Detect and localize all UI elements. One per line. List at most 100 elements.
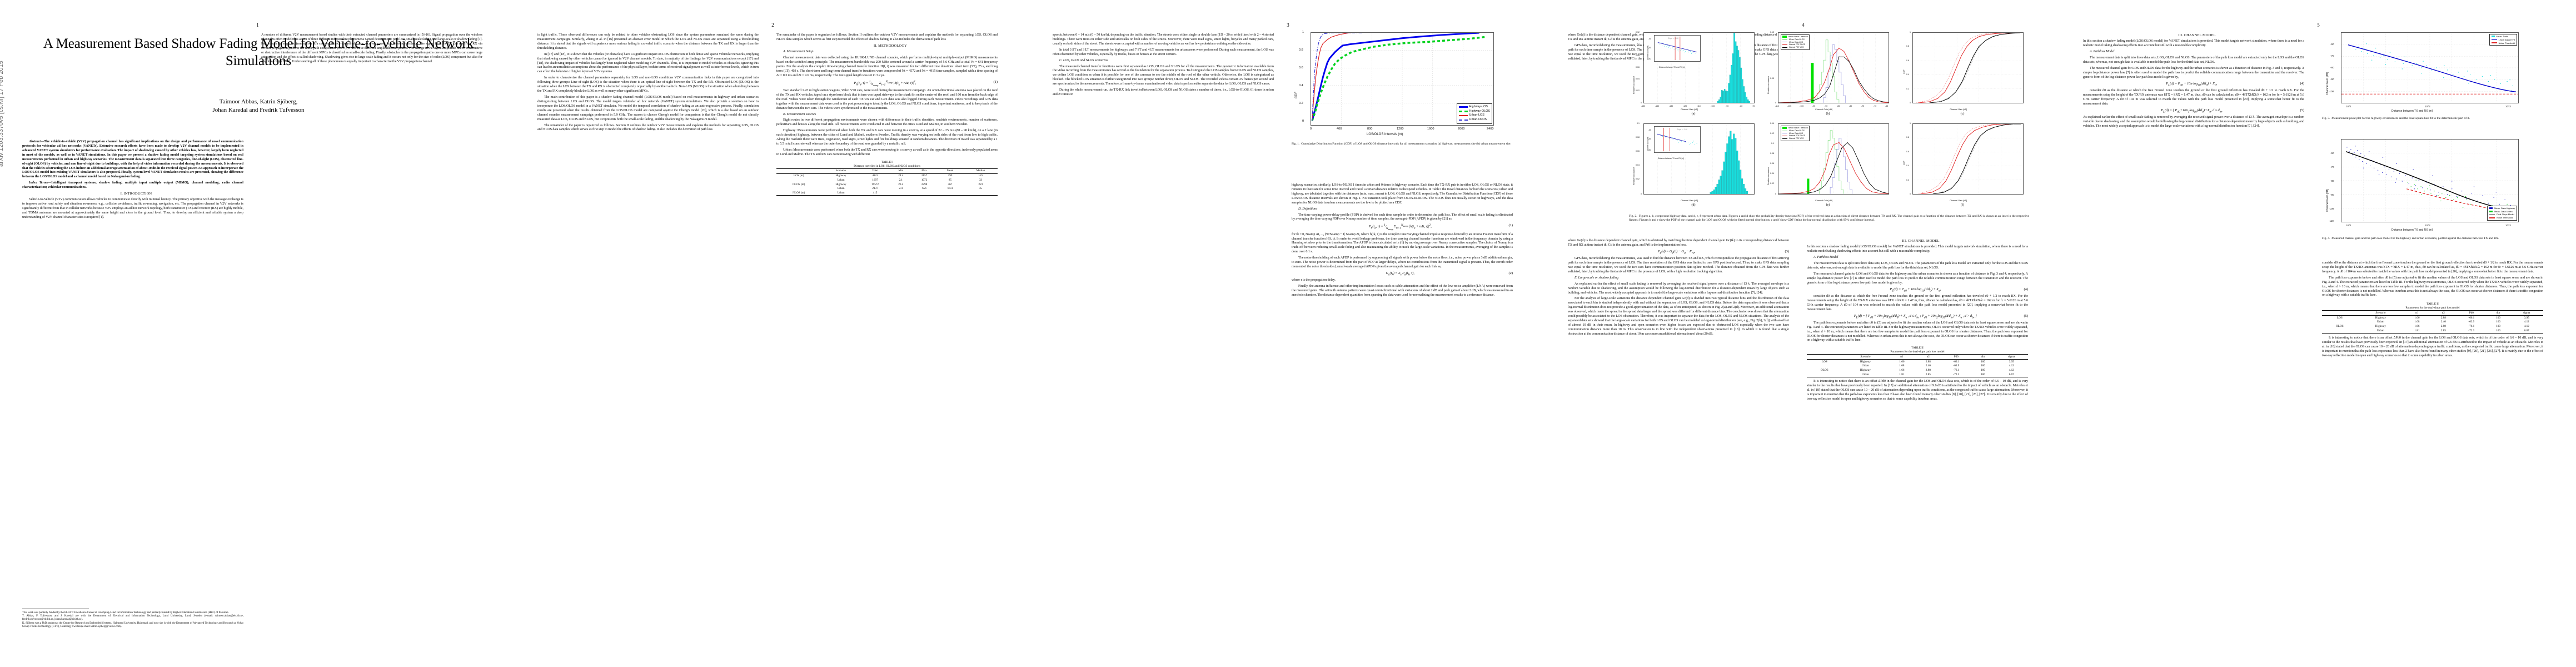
y-tick: 0.04 [1770,172,1774,175]
figure-3-label: Fig. 3. [2322,117,2330,120]
table-2-caption: Table II [1911,346,1924,350]
table-cell: n2 [1926,355,1930,359]
x-tick: 2400 [1487,127,1494,131]
y-tick: -90 [2330,78,2334,81]
y-tick: -100 [2329,90,2334,93]
panel-b-legend: Below Noise Threshold Meas. Data OLOS Me… [1781,34,1810,50]
equation-4b: PL(d) = Pd0 + 10n·log10(d⁄d0) + Xσ, (4) [2166,81,2304,87]
equation-number: (1) [1508,223,1513,228]
page-5: 5 III. Channel Model In this section a s… [2061,0,2576,667]
table-cell: 4822 [872,174,878,178]
histogram-bars [1710,131,1748,194]
table-cell: 415 [873,191,878,195]
table-row: OLOS Highway 1.66 2.88 -76.1 100 4.12 [1807,369,2028,373]
figure-3-y-label: Channel Gain [dB] [2326,72,2329,95]
y-tick: 0 [1910,102,1911,104]
y-tick: 0.2 [1906,88,1909,90]
table-row: Scenario n1 n2 Pd0 dbr sigma [1807,354,2028,360]
page-1: 1 arXiv:1203.3370v5 [cs.NI] 17 Feb 2015 … [0,0,515,667]
y-tick: 0.2 [1906,179,1909,181]
legend-item: Dual Slope Model [2489,213,2515,216]
y-tick: 0.6 [1906,151,1909,153]
body-text: highway scenarios, similarly, LOS-to-NLO… [1292,183,1513,205]
body-text: where τ is the propagation delay. [1292,278,1336,282]
subsection-heading-pathloss: A. Pathloss Model [1813,256,1838,260]
legend-item: Below Noise Threshold [1782,127,1808,130]
table-cell [776,178,821,182]
table-row: Urban 1.81 2.85 -72.3 100 6.67 [2322,328,2543,334]
body-text: The time varying power-delay-profile (PD… [1292,213,1513,221]
equation-3: PL(d) = Ge(d) − Gd − Pr0, (3) [1657,249,1789,255]
table-cell: 1.66 [1899,360,1905,364]
body-text: where Ge(d) is the distance dependent ch… [1568,239,1789,247]
inset-y-label: Channel Gain [dB] [1647,45,1649,60]
table-cell: Total [872,169,878,173]
body-text: The remainder of the paper is organized … [537,123,759,132]
x-tick: -80 [1849,105,1852,107]
table-cell [1807,355,1842,360]
legend-item: Normal PDF LOS [1782,137,1808,140]
inset-slope-annotation: Slope = -1.46 [1677,128,1688,131]
table-cell: -66.1 [2468,316,2475,320]
x-tick: 10^1 [2346,105,2351,108]
x-tick: -90 [1726,105,1729,107]
y-tick: 1 [1302,31,1304,34]
legend-swatch-noise-threshold [2491,42,2497,44]
table-row: NLOS (m) Urban 415 [776,191,998,196]
abstract-label: Abstract [29,140,41,143]
legend-label: Normal PDF LOS [1789,137,1804,140]
panel-b-x-label: Channel Gain [dB] [1815,108,1833,111]
figure-2-panel-c: 1 0.8 0.6 0.4 0.2 0 CDF Channel Gain [dB… [1898,31,2027,116]
table-cell: Scenario [835,169,846,173]
table-2-caption: Table II [2426,302,2439,306]
section-heading-channel-model: III. Channel Model [1902,239,1940,243]
legend-label: Meas. Data Highway [2494,206,2515,210]
table-cell: 100 [2496,328,2500,332]
table-cell: Urban [837,191,845,195]
y-tick: -80 [2330,66,2334,69]
figure-4-svg [2341,140,2518,222]
table-cell: 2.85 [1925,372,1931,376]
panel-d-plot: -60 -80 -100 Channel Gain [dB] Distance … [1633,122,1755,202]
legend-label: Noise Threshold [2498,41,2515,44]
y-tick: 0.05 [1770,77,1774,79]
panel-a-plot: -60 -80 -100 Channel Gain [dB] Distance … [1633,31,1755,111]
table-1: Table I Distance travelled in LOS, OLOS … [776,161,998,196]
table-cell: OLOS (m) [793,182,805,186]
equation-number: (5) [2300,108,2304,112]
subsection-heading-pathloss: A. Pathloss Model [2090,50,2115,54]
panel-d-y-label: Relative occurance [1633,167,1635,185]
equation-number: (4) [2300,81,2304,86]
table-cell: 1.66 [2414,325,2420,328]
cdf-olos-ci [1918,124,2000,194]
y-tick: 0.14 [1770,122,1774,125]
table-cell: 100 [1981,364,1985,368]
page4-column-left-bottom: where Ge(d) is the distance dependent ch… [1568,239,1789,639]
legend-swatch-urban-los [1458,115,1468,117]
noise-threshold-line [2406,188,2517,213]
legend-item: Meas. Data Urban [2489,210,2515,213]
cdf-los [1932,124,2021,194]
page-4: 4 where Ge(d) is the distance dependent … [1546,0,2061,667]
panel-f-plot: 1 0.8 0.6 0.4 0.2 0 CDF Channel Gain [dB… [1903,122,2024,202]
normal-pdf-olos-markers [1819,142,1862,183]
panel-f-x-label: Channel Gain [dB] [1950,200,1967,202]
table-cell: 2.88 [1925,360,1931,364]
table-cell: NLOS (m) [793,191,805,195]
panel-a-inset-svg [1657,36,1697,61]
page-folio: 1 [256,22,259,28]
table-cell: 1.66 [1899,369,1905,372]
table-cell: 125 [978,174,983,178]
x-tick: -100 [1800,105,1804,107]
figure-4-caption-text: Measured channel gain and the path loss … [2331,237,2499,240]
legend-label: Below Noise Threshold [1788,127,1808,129]
body-text: speeds, between 0 – 14 m/s (0 – 50 km/h)… [1053,33,1274,46]
x-tick: -130 [1669,105,1673,107]
page-2: 2 is light traffic. These observed diffe… [515,0,1030,667]
cdf-los [1929,33,2021,103]
legend-item: Meas. Data LOS [1782,41,1808,44]
below-noise-bar [1807,178,1810,194]
table-cell: sigma [2008,355,2015,359]
inset-y-tick: -100 [1647,58,1651,60]
table-cell: -66.1 [1953,360,1960,364]
